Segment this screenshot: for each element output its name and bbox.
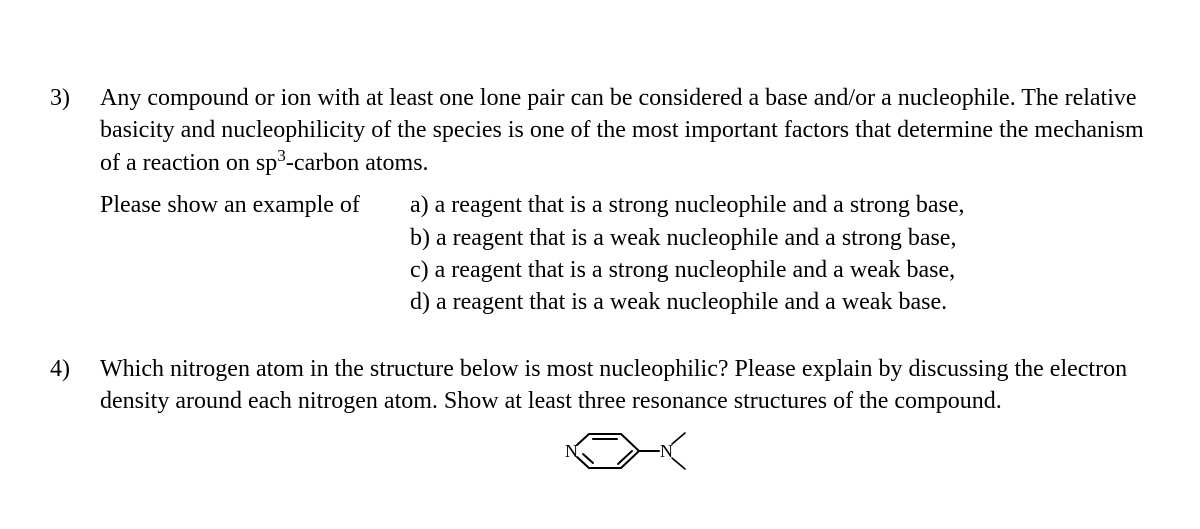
question-3-example-row: Please show an example of a) a reagent t… xyxy=(100,189,1150,319)
dmap-structure: N N xyxy=(541,420,709,491)
question-3-intro: Any compound or ion with at least one lo… xyxy=(100,82,1150,179)
page: 3) Any compound or ion with at least one… xyxy=(0,0,1200,491)
question-3-option-a: a) a reagent that is a strong nucleophil… xyxy=(410,189,964,221)
q3-intro-post: -carbon atoms. xyxy=(286,150,429,176)
dmap-structure-svg: N N xyxy=(541,420,709,482)
question-4-text: Which nitrogen atom in the structure bel… xyxy=(100,353,1150,418)
question-3-option-c: c) a reagent that is a strong nucleophil… xyxy=(410,254,964,286)
question-4-structure-wrap: N N xyxy=(100,420,1150,491)
question-3-option-b: b) a reagent that is a weak nucleophile … xyxy=(410,222,964,254)
question-3-lead: Please show an example of xyxy=(100,189,410,221)
question-3-options: a) a reagent that is a strong nucleophil… xyxy=(410,189,964,319)
amine-nitrogen-label: N xyxy=(660,441,673,461)
question-4-body: Which nitrogen atom in the structure bel… xyxy=(100,353,1150,491)
question-4: 4) Which nitrogen atom in the structure … xyxy=(50,353,1150,491)
question-3-option-d: d) a reagent that is a weak nucleophile … xyxy=(410,286,964,318)
q3-intro-pre: Any compound or ion with at least one lo… xyxy=(100,85,1144,176)
q3-intro-superscript: 3 xyxy=(277,146,286,165)
question-3-number: 3) xyxy=(50,82,100,114)
question-3-body: Any compound or ion with at least one lo… xyxy=(100,82,1150,319)
question-3: 3) Any compound or ion with at least one… xyxy=(50,82,1150,319)
question-4-number: 4) xyxy=(50,353,100,385)
ring-nitrogen-label: N xyxy=(565,441,578,461)
